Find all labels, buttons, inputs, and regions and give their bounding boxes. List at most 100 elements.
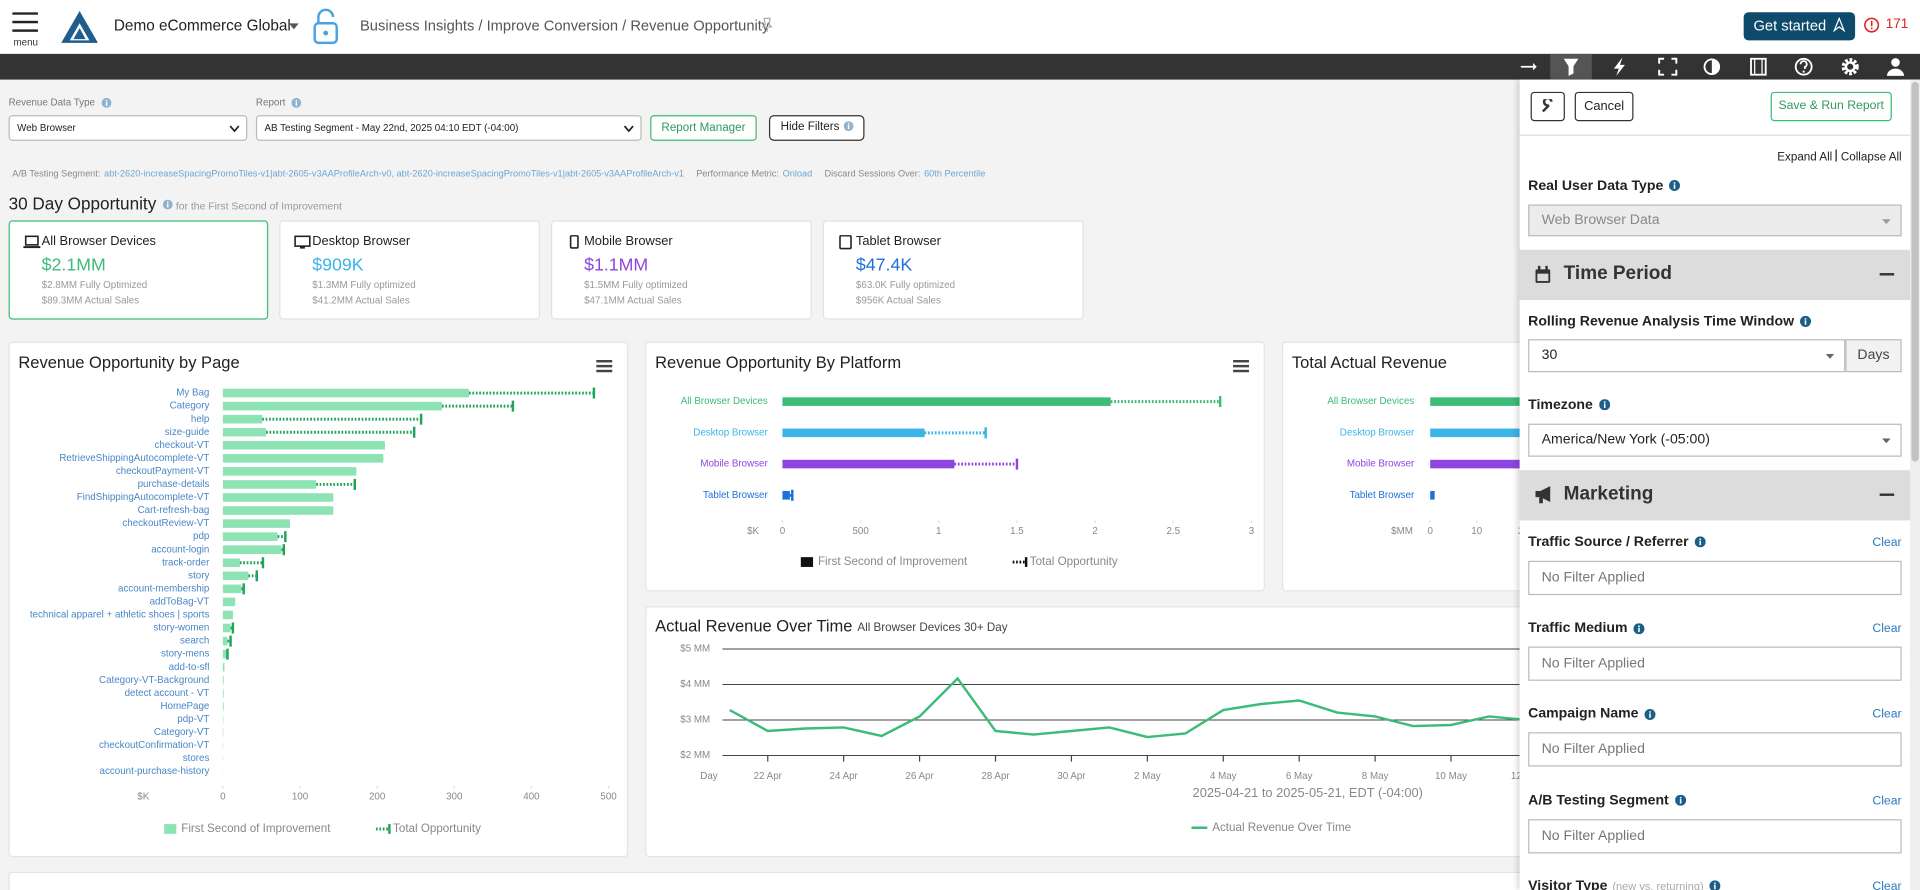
revenue-data-type-select[interactable]: Web Browser: [8, 115, 248, 141]
info-icon[interactable]: [1709, 880, 1721, 890]
section-title[interactable]: Marketing: [1563, 483, 1654, 505]
window-select[interactable]: 30: [1528, 339, 1846, 373]
report-icon[interactable]: [1750, 57, 1767, 76]
opportunity-card[interactable]: Desktop Browser $909K $1.3MM Fully optimiz…: [279, 220, 541, 320]
legend-label: Total Opportunity: [393, 822, 481, 835]
account-name[interactable]: Demo eCommerce Global: [113, 17, 291, 35]
button-label[interactable]: Hide Filters: [780, 120, 840, 134]
clear-link[interactable]: Clear: [1872, 622, 1902, 636]
info-icon[interactable]: [1633, 622, 1645, 634]
help-icon[interactable]: [1794, 57, 1813, 76]
label-text: Traffic Medium: [1528, 621, 1628, 636]
contrast-icon[interactable]: [1703, 58, 1721, 76]
info-icon[interactable]: [1800, 316, 1812, 328]
breadcrumb: Business Insights / Improve Conversion /…: [360, 17, 770, 35]
expand-all[interactable]: Expand All: [1777, 150, 1833, 165]
filter-input[interactable]: No Filter Applied: [1528, 818, 1902, 853]
field-label: A/B Testing Segment: [1528, 793, 1686, 808]
collapse-icon[interactable]: [1520, 63, 1537, 71]
placeholder[interactable]: No Filter Applied: [1541, 828, 1645, 844]
category-label: pdp-VT: [177, 714, 209, 725]
select-value[interactable]: 30: [1541, 347, 1558, 363]
y-tick-label: $2 MM: [680, 750, 710, 761]
report-manager-button[interactable]: Report Manager: [650, 115, 757, 141]
clear-link[interactable]: Clear: [1872, 794, 1902, 808]
timezone-select[interactable]: America/New York (-05:00): [1528, 423, 1902, 457]
summary-label: Discard Sessions Over:: [824, 167, 921, 179]
placeholder[interactable]: No Filter Applied: [1541, 570, 1645, 586]
select-value[interactable]: America/New York (-05:00): [1541, 432, 1710, 447]
scrollbar-thumb[interactable]: [1911, 82, 1919, 462]
fullscreen-icon[interactable]: [1658, 57, 1678, 76]
select-caret: [229, 125, 240, 133]
chart-menu-icon[interactable]: [1233, 360, 1249, 373]
filter-icon[interactable]: [1563, 58, 1579, 76]
logo[interactable]: [61, 10, 99, 44]
placeholder[interactable]: No Filter Applied: [1541, 742, 1645, 758]
card-optimized: $1.5MM Fully optimized: [584, 279, 688, 291]
opportunity-subtitle: for the First Second of Improvement: [175, 199, 342, 212]
bar: [782, 428, 925, 438]
collapse-all[interactable]: Collapse All: [1840, 150, 1902, 165]
save-run-button[interactable]: Save & Run Report: [1770, 91, 1892, 122]
clear-link[interactable]: Clear: [1872, 708, 1902, 722]
wrench-button[interactable]: [1530, 91, 1565, 122]
info-icon[interactable]: [162, 199, 173, 210]
pin-icon[interactable]: [761, 17, 773, 33]
category-label: Category-VT-Background: [99, 675, 209, 686]
menu-icon[interactable]: [12, 12, 38, 33]
menu-label[interactable]: menu: [13, 36, 38, 48]
filter-input[interactable]: No Filter Applied: [1528, 732, 1902, 768]
alert-icon[interactable]: [1864, 17, 1880, 33]
x-axis-label: Day: [700, 771, 718, 782]
category-label: addToBag-VT: [150, 597, 210, 608]
time-period-header[interactable]: Time Period: [1519, 249, 1911, 301]
select-value: Web Browser Data: [1541, 213, 1660, 228]
report-select[interactable]: AB Testing Segment - May 22nd, 2025 04:1…: [255, 115, 642, 141]
collapse-icon[interactable]: [1879, 273, 1895, 277]
filter-input[interactable]: No Filter Applied: [1528, 560, 1902, 596]
device-icon: [569, 235, 579, 249]
x-tick-label: 1: [936, 526, 941, 537]
user-icon[interactable]: [1886, 58, 1905, 76]
category-label: All Browser Devices: [1327, 396, 1414, 407]
toolbar-icons[interactable]: [1516, 54, 1920, 80]
filter-input[interactable]: No Filter Applied: [1528, 646, 1902, 682]
field-label: Visitor Type (new vs. returning): [1528, 879, 1721, 890]
section-title[interactable]: Time Period: [1563, 263, 1672, 285]
collapse-icon[interactable]: [1879, 493, 1895, 497]
info-icon[interactable]: [843, 121, 853, 132]
info-icon[interactable]: [1669, 180, 1681, 192]
info-icon[interactable]: [1598, 399, 1610, 411]
x-tick-label: 3: [1249, 526, 1255, 537]
settings-icon[interactable]: [1841, 58, 1859, 76]
select-value[interactable]: Web Browser: [17, 122, 76, 134]
card-name: Desktop Browser: [312, 233, 411, 249]
marketing-header[interactable]: Marketing: [1519, 470, 1911, 521]
opportunity-card[interactable]: All Browser Devices $2.1MM $2.8MM Fully Op…: [8, 220, 269, 320]
hide-filters-button[interactable]: Hide Filters: [768, 115, 865, 141]
select-value[interactable]: AB Testing Segment - May 22nd, 2025 04:1…: [264, 122, 519, 134]
alert-count[interactable]: 171: [1885, 17, 1909, 32]
bar: [782, 491, 790, 500]
get-started-button[interactable]: Get started: [1743, 12, 1856, 41]
clear-link[interactable]: Clear: [1872, 536, 1902, 550]
lock-icon[interactable]: [312, 7, 339, 45]
info-icon[interactable]: [291, 97, 302, 108]
opportunity-card[interactable]: Tablet Browser $47.4K $63.0K Fully optimiz…: [822, 220, 1084, 320]
placeholder[interactable]: No Filter Applied: [1541, 656, 1645, 672]
cancel-button[interactable]: Cancel: [1574, 91, 1634, 122]
info-icon[interactable]: [1694, 536, 1706, 548]
chart-menu-icon[interactable]: [596, 360, 613, 373]
info-icon[interactable]: [101, 97, 111, 108]
divider: [1519, 134, 1911, 136]
info-icon[interactable]: [1674, 794, 1686, 806]
scrollbar[interactable]: [1910, 79, 1920, 890]
opportunity-card[interactable]: Mobile Browser $1.1MM $1.5MM Fully optimiz…: [551, 220, 812, 320]
get-started-label[interactable]: Get started: [1753, 17, 1827, 35]
lightning-icon[interactable]: [1613, 57, 1625, 76]
clear-link[interactable]: Clear: [1872, 880, 1902, 890]
account-caret[interactable]: [288, 23, 299, 30]
label-text: Visitor Type: [1528, 878, 1608, 890]
info-icon[interactable]: [1644, 708, 1656, 720]
